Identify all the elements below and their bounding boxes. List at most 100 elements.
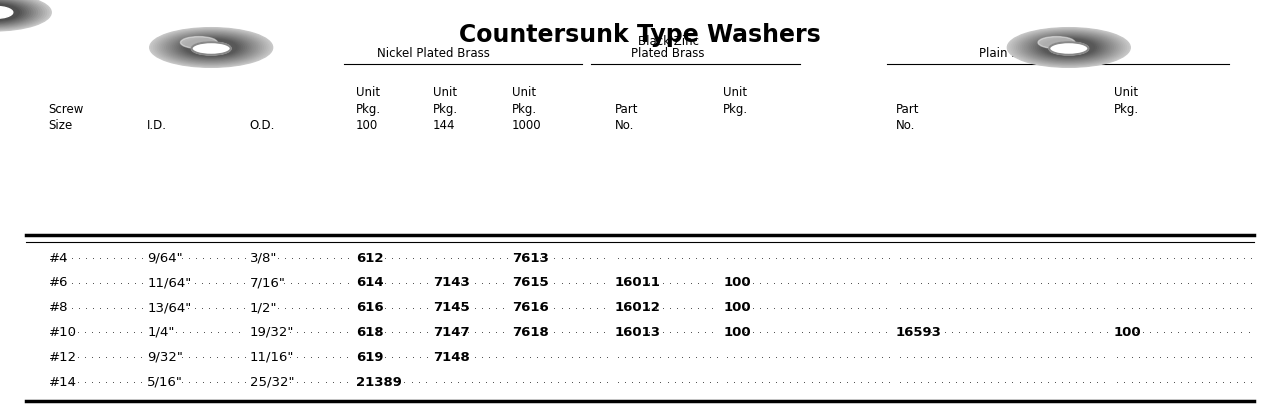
- Text: Part: Part: [614, 103, 637, 116]
- Text: Screw: Screw: [49, 103, 84, 116]
- Circle shape: [1034, 36, 1103, 59]
- Circle shape: [1016, 31, 1121, 64]
- Text: 13/64": 13/64": [147, 301, 192, 314]
- Circle shape: [1015, 30, 1123, 65]
- Circle shape: [180, 38, 242, 57]
- Circle shape: [0, 3, 22, 21]
- Text: #12: #12: [49, 351, 77, 364]
- Text: Unit: Unit: [1114, 86, 1138, 99]
- Circle shape: [0, 0, 49, 30]
- Text: 11/16": 11/16": [250, 351, 294, 364]
- Text: Unit: Unit: [512, 86, 536, 99]
- Text: No.: No.: [614, 119, 634, 132]
- Text: 7615: 7615: [512, 276, 549, 290]
- Circle shape: [1030, 35, 1107, 60]
- Ellipse shape: [174, 57, 248, 62]
- Text: Pkg.: Pkg.: [356, 103, 381, 116]
- Text: 100: 100: [723, 276, 751, 290]
- Text: #6: #6: [49, 276, 68, 290]
- Circle shape: [0, 2, 26, 23]
- Circle shape: [163, 32, 260, 63]
- Circle shape: [1024, 33, 1114, 62]
- Circle shape: [1007, 28, 1130, 67]
- Text: 100: 100: [723, 301, 751, 314]
- Text: 7145: 7145: [433, 301, 470, 314]
- Text: Black Zinc: Black Zinc: [637, 36, 699, 48]
- Text: Size: Size: [49, 119, 73, 132]
- Circle shape: [1042, 39, 1096, 56]
- Text: Unit: Unit: [723, 86, 748, 99]
- Text: 16013: 16013: [614, 326, 660, 339]
- Ellipse shape: [1032, 57, 1106, 62]
- Text: 612: 612: [356, 252, 383, 265]
- Text: #8: #8: [49, 301, 68, 314]
- Text: 100: 100: [723, 326, 751, 339]
- Circle shape: [0, 0, 46, 29]
- Text: Countersunk Type Washers: Countersunk Type Washers: [460, 23, 820, 47]
- Text: 7618: 7618: [512, 326, 549, 339]
- Circle shape: [1050, 42, 1088, 55]
- Circle shape: [0, 0, 42, 28]
- Circle shape: [0, 1, 28, 24]
- Text: 1000: 1000: [512, 119, 541, 132]
- Circle shape: [0, 0, 40, 27]
- Circle shape: [0, 2, 24, 22]
- Circle shape: [154, 29, 269, 66]
- Text: Plain Brass: Plain Brass: [979, 47, 1043, 60]
- Text: #14: #14: [49, 375, 77, 389]
- Text: 7/16": 7/16": [250, 276, 285, 290]
- Circle shape: [169, 34, 253, 61]
- Circle shape: [0, 6, 13, 19]
- Circle shape: [1036, 37, 1102, 58]
- Circle shape: [1023, 33, 1115, 62]
- Circle shape: [1019, 31, 1119, 64]
- Text: 5/16": 5/16": [147, 375, 183, 389]
- Circle shape: [1011, 29, 1126, 66]
- Text: 1/2": 1/2": [250, 301, 276, 314]
- Circle shape: [1028, 34, 1110, 61]
- Circle shape: [1020, 32, 1117, 63]
- Text: 7143: 7143: [433, 276, 470, 290]
- Circle shape: [151, 28, 271, 67]
- Text: I.D.: I.D.: [147, 119, 168, 132]
- Text: 11/64": 11/64": [147, 276, 192, 290]
- Text: 9/32": 9/32": [147, 351, 183, 364]
- Text: Unit: Unit: [356, 86, 380, 99]
- Circle shape: [180, 37, 218, 48]
- Text: Nickel Plated Brass: Nickel Plated Brass: [378, 47, 490, 60]
- Text: 614: 614: [356, 276, 384, 290]
- Text: 616: 616: [356, 301, 384, 314]
- Circle shape: [0, 0, 31, 24]
- Circle shape: [174, 36, 248, 59]
- Text: 16012: 16012: [614, 301, 660, 314]
- Text: O.D.: O.D.: [250, 119, 275, 132]
- Text: 7148: 7148: [433, 351, 470, 364]
- Text: #10: #10: [49, 326, 77, 339]
- Circle shape: [1039, 38, 1098, 57]
- Circle shape: [1038, 38, 1100, 57]
- Text: 19/32": 19/32": [250, 326, 294, 339]
- Text: 16011: 16011: [614, 276, 660, 290]
- Text: 1/4": 1/4": [147, 326, 174, 339]
- Text: Part: Part: [896, 103, 919, 116]
- Circle shape: [0, 4, 19, 21]
- Circle shape: [0, 0, 36, 26]
- Circle shape: [1012, 29, 1125, 66]
- Circle shape: [0, 0, 51, 31]
- Circle shape: [159, 31, 264, 64]
- Text: No.: No.: [896, 119, 915, 132]
- Circle shape: [177, 36, 246, 59]
- Circle shape: [150, 28, 273, 67]
- Circle shape: [192, 42, 230, 55]
- Circle shape: [161, 31, 261, 64]
- Circle shape: [1009, 28, 1129, 67]
- Circle shape: [170, 34, 252, 61]
- Text: Pkg.: Pkg.: [512, 103, 538, 116]
- Text: 25/32": 25/32": [250, 375, 294, 389]
- Circle shape: [184, 39, 238, 56]
- Circle shape: [178, 37, 244, 58]
- Text: 618: 618: [356, 326, 384, 339]
- Text: #4: #4: [49, 252, 68, 265]
- Circle shape: [165, 33, 257, 62]
- Circle shape: [173, 35, 250, 60]
